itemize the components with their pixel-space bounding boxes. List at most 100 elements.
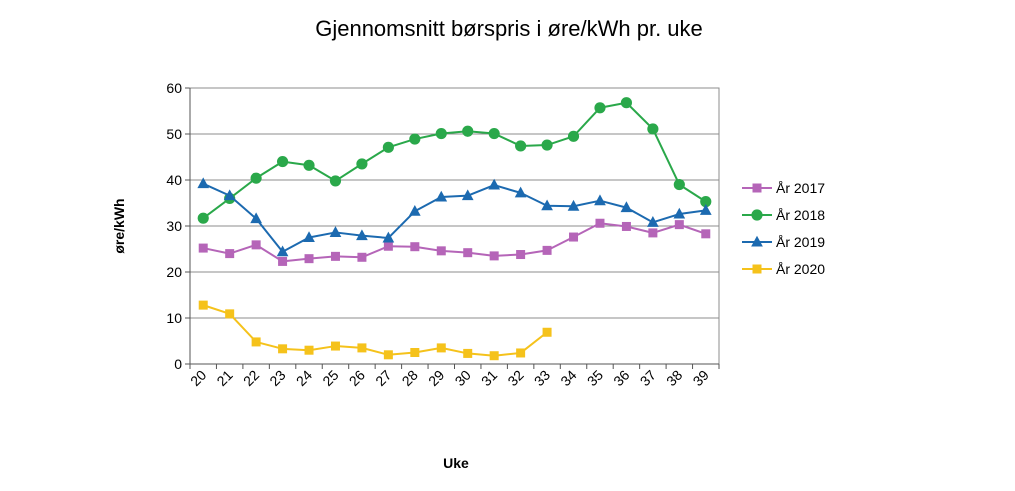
data-point xyxy=(595,218,605,228)
y-tick-label: 60 xyxy=(166,80,182,96)
data-point xyxy=(752,264,762,274)
x-tick-label: 22 xyxy=(240,367,262,389)
data-point xyxy=(276,245,289,257)
data-point xyxy=(382,141,394,153)
legend: År 2017 År 2018 År 2019 År 2020 xyxy=(742,180,825,277)
x-tick-label: 34 xyxy=(557,367,579,389)
x-tick-label: 24 xyxy=(293,367,315,389)
data-point xyxy=(515,140,527,152)
data-point xyxy=(621,221,631,231)
data-point xyxy=(516,250,526,260)
x-tick-label: 35 xyxy=(584,367,606,389)
data-point xyxy=(489,351,499,361)
y-tick-label: 50 xyxy=(166,126,182,142)
x-tick-label: 36 xyxy=(610,367,632,389)
data-point xyxy=(594,102,606,114)
data-point xyxy=(276,156,289,168)
data-point xyxy=(304,254,314,264)
data-point xyxy=(752,183,762,193)
y-axis-label: øre/kWh xyxy=(111,198,127,253)
data-point xyxy=(541,199,553,211)
data-point xyxy=(648,228,658,238)
data-point xyxy=(569,232,579,242)
data-point xyxy=(463,348,473,358)
y-tick-label: 30 xyxy=(166,218,182,234)
data-point xyxy=(488,178,501,190)
data-point xyxy=(225,249,235,259)
data-point xyxy=(250,172,262,184)
data-point xyxy=(409,133,421,145)
data-point xyxy=(410,242,420,252)
data-point xyxy=(329,226,342,237)
series-år-2017 xyxy=(198,218,711,266)
data-point xyxy=(436,246,446,256)
data-point xyxy=(303,159,315,171)
x-tick-label: 33 xyxy=(531,367,553,389)
data-point xyxy=(489,251,499,261)
data-point xyxy=(225,309,235,319)
x-tick-label: 32 xyxy=(504,367,526,389)
data-point xyxy=(303,231,315,242)
x-tick-label: 20 xyxy=(187,367,209,389)
data-point xyxy=(356,229,368,241)
data-point xyxy=(357,343,367,353)
data-point xyxy=(357,252,367,262)
x-tick-label: 25 xyxy=(319,367,341,389)
data-point xyxy=(488,127,500,140)
data-point xyxy=(383,350,393,360)
data-point xyxy=(223,189,236,201)
data-point xyxy=(620,201,633,213)
data-point xyxy=(541,139,553,151)
data-point xyxy=(304,345,314,355)
data-point xyxy=(198,300,208,310)
data-point xyxy=(382,231,395,243)
data-point xyxy=(542,245,552,255)
data-point xyxy=(514,186,527,198)
data-point xyxy=(436,343,446,353)
data-point xyxy=(620,97,633,109)
data-point xyxy=(673,207,686,219)
data-point xyxy=(674,220,684,230)
y-tick-label: 10 xyxy=(166,310,182,326)
data-point xyxy=(461,189,474,201)
data-point xyxy=(673,179,685,191)
data-point xyxy=(435,190,448,202)
data-point xyxy=(329,175,342,187)
x-tick-label: 39 xyxy=(690,367,712,389)
x-tick-label: 29 xyxy=(425,367,447,389)
data-point xyxy=(198,243,208,253)
data-point xyxy=(410,348,420,357)
data-point xyxy=(700,196,712,208)
series-line xyxy=(202,182,706,253)
data-point xyxy=(567,130,580,142)
x-tick-label: 28 xyxy=(399,367,421,389)
data-point xyxy=(435,127,447,140)
x-tick-label: 23 xyxy=(266,367,288,389)
data-point xyxy=(330,341,340,351)
series-år-2018 xyxy=(197,97,712,224)
series-år-2019 xyxy=(197,177,712,257)
y-tick-label: 40 xyxy=(166,172,182,188)
x-tick-label: 27 xyxy=(372,367,394,389)
x-tick-label: 38 xyxy=(663,367,685,389)
x-axis-label: Uke xyxy=(443,455,469,471)
data-point xyxy=(251,240,261,250)
data-point xyxy=(278,256,288,266)
y-tick-label: 20 xyxy=(166,264,182,280)
data-point xyxy=(462,125,474,137)
x-tick-label: 26 xyxy=(346,367,368,389)
legend-label: År 2018 xyxy=(776,207,825,223)
data-point xyxy=(647,123,659,135)
data-point xyxy=(330,251,340,261)
x-tick-label: 37 xyxy=(637,367,659,389)
data-point xyxy=(751,209,763,221)
data-point xyxy=(278,344,288,354)
data-point xyxy=(463,248,473,258)
series-år-2020 xyxy=(198,300,552,361)
data-point xyxy=(383,241,393,251)
x-tick-label: 21 xyxy=(213,367,235,389)
legend-label: År 2019 xyxy=(776,234,825,250)
x-tick-label: 30 xyxy=(452,367,474,389)
